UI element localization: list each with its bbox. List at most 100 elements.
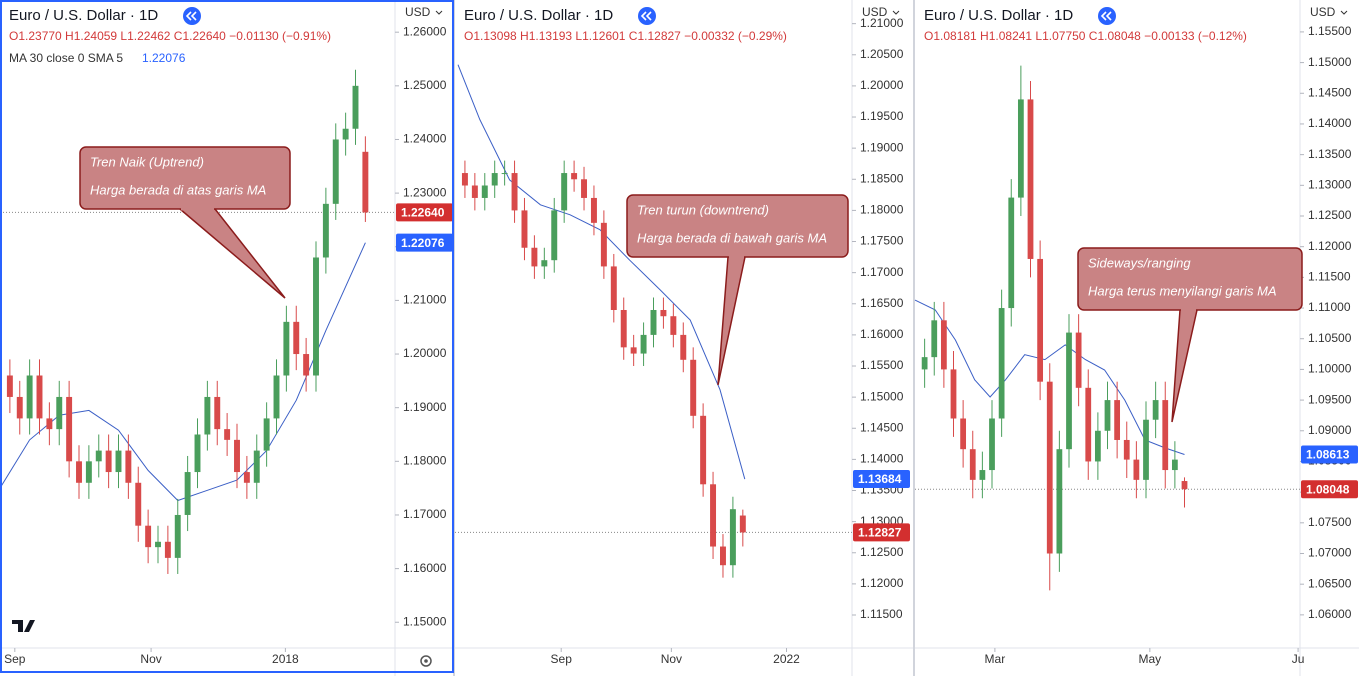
candle-body bbox=[194, 434, 201, 473]
candle-body bbox=[263, 418, 270, 451]
candle-body bbox=[979, 470, 986, 480]
candle-body bbox=[1104, 400, 1111, 431]
price-tag bbox=[1301, 480, 1358, 499]
ohlc-legend: O1.13098 H1.13193 L1.12601 C1.12827 −0.0… bbox=[464, 29, 787, 43]
ma-legend: MA 30 close 0 SMA 5 bbox=[9, 51, 123, 65]
chart-title: Euro / U.S. Dollar · 1D bbox=[464, 7, 613, 24]
candle-body bbox=[1181, 481, 1188, 490]
replay-icon-glyph bbox=[1100, 11, 1112, 21]
annotation-pointer bbox=[179, 208, 286, 299]
candle-body bbox=[125, 450, 132, 483]
y-tick-label: 1.12000 bbox=[1308, 239, 1352, 253]
candle-body bbox=[155, 541, 161, 548]
x-tick-label: May bbox=[1139, 652, 1162, 666]
candle-body bbox=[1075, 332, 1082, 388]
candle-body bbox=[1027, 99, 1034, 259]
annotation-pointer bbox=[1171, 309, 1198, 423]
y-tick-label: 1.11000 bbox=[1308, 300, 1351, 314]
candle-body bbox=[1017, 99, 1024, 198]
candle-body bbox=[115, 450, 122, 473]
candle-body bbox=[66, 396, 73, 462]
candle-body bbox=[6, 375, 13, 397]
candle-body bbox=[283, 321, 290, 376]
y-tick-label: 1.18000 bbox=[403, 453, 447, 467]
price-tag bbox=[853, 523, 910, 542]
x-tick-label: Nov bbox=[140, 652, 161, 666]
annotation-text: Sideways/ranging bbox=[1088, 255, 1191, 270]
candle-body bbox=[481, 185, 488, 198]
replay-icon-glyph bbox=[185, 11, 197, 21]
y-tick-label: 1.12000 bbox=[860, 576, 904, 590]
price-tag bbox=[1301, 445, 1358, 464]
y-tick-label: 1.16000 bbox=[860, 327, 904, 341]
currency-chevron bbox=[892, 10, 900, 15]
price-tag-label: 1.08048 bbox=[1306, 482, 1350, 496]
y-tick-label: 1.19500 bbox=[860, 109, 904, 123]
candle-body bbox=[739, 515, 746, 533]
candle-body bbox=[1066, 332, 1072, 450]
candle-body bbox=[313, 257, 319, 376]
currency-label: USD bbox=[862, 5, 888, 19]
annotation-text: Harga berada di atas garis MA bbox=[90, 182, 266, 197]
y-tick-label: 1.18000 bbox=[860, 203, 904, 217]
y-tick-label: 1.12500 bbox=[1308, 208, 1352, 222]
y-tick-label: 1.11500 bbox=[1308, 270, 1351, 284]
price-tag-label: 1.13684 bbox=[858, 472, 902, 486]
price-tag bbox=[396, 233, 453, 252]
candle-body bbox=[362, 151, 369, 213]
y-tick-label: 1.18500 bbox=[860, 171, 904, 185]
candle-body bbox=[551, 210, 558, 261]
y-tick-label: 1.24000 bbox=[403, 132, 447, 146]
candle-body bbox=[1114, 400, 1121, 440]
candle-body bbox=[491, 173, 498, 186]
candle-body bbox=[690, 359, 697, 416]
candle-body bbox=[650, 309, 657, 335]
candle-body bbox=[471, 185, 478, 198]
candle-body bbox=[998, 308, 1005, 419]
candle-body bbox=[342, 128, 349, 140]
candle-body bbox=[303, 354, 310, 376]
y-tick-label: 1.16000 bbox=[403, 561, 447, 575]
candle-body bbox=[76, 461, 82, 483]
candle-body bbox=[719, 546, 726, 566]
candle-body bbox=[600, 222, 607, 267]
y-tick-label: 1.15500 bbox=[1308, 24, 1352, 38]
candle-body bbox=[95, 450, 102, 462]
candle-body bbox=[293, 321, 300, 355]
candle-body bbox=[501, 173, 508, 175]
candle-body bbox=[273, 375, 280, 419]
candle-body bbox=[729, 509, 736, 566]
candle-body bbox=[36, 375, 43, 419]
y-tick-label: 1.21000 bbox=[403, 293, 447, 307]
currency-chevron bbox=[1340, 10, 1348, 15]
replay-icon-glyph bbox=[640, 11, 652, 21]
candle-body bbox=[921, 357, 928, 370]
x-tick-label: Sep bbox=[551, 652, 573, 666]
candle-body bbox=[521, 210, 528, 248]
candle-body bbox=[253, 450, 260, 483]
price-tag-label: 1.22076 bbox=[401, 236, 445, 250]
x-tick-label: Ju bbox=[1292, 652, 1305, 666]
price-tag bbox=[853, 470, 910, 489]
annotation-text: Harga terus menyilangi garis MA bbox=[1088, 283, 1277, 298]
y-tick-label: 1.12500 bbox=[860, 545, 904, 559]
candle-body bbox=[1037, 258, 1044, 382]
y-tick-label: 1.14000 bbox=[1308, 116, 1352, 130]
candle-body bbox=[700, 415, 707, 485]
candle-body bbox=[105, 450, 112, 473]
y-tick-label: 1.06500 bbox=[1308, 576, 1352, 590]
candle-body bbox=[1085, 387, 1092, 462]
y-tick-label: 1.09000 bbox=[1308, 423, 1352, 437]
annotation-text: Tren Naik (Uptrend) bbox=[90, 154, 204, 169]
candle-body bbox=[332, 139, 339, 204]
candle-body bbox=[461, 173, 468, 186]
ohlc-legend: O1.08181 H1.08241 L1.07750 C1.08048 −0.0… bbox=[924, 29, 1247, 43]
chart-title: Euro / U.S. Dollar · 1D bbox=[9, 7, 158, 24]
y-tick-label: 1.13500 bbox=[1308, 147, 1352, 161]
candle-body bbox=[1056, 449, 1063, 554]
y-tick-label: 1.14000 bbox=[860, 452, 904, 466]
candle-body bbox=[630, 347, 637, 354]
settings-icon-core bbox=[424, 659, 428, 663]
x-tick-label: Nov bbox=[661, 652, 682, 666]
